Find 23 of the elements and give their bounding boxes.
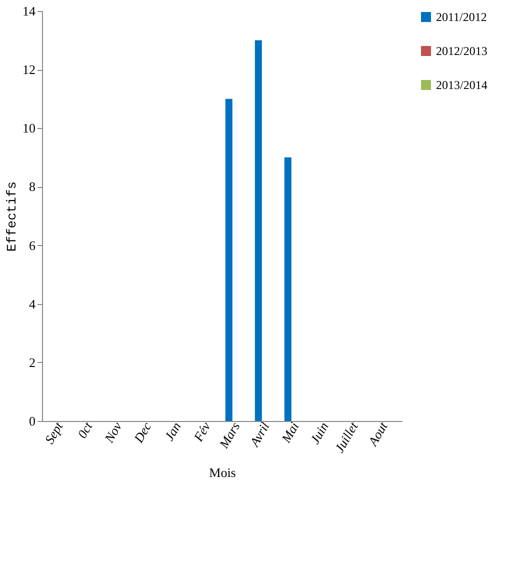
x-axis-title: Mois xyxy=(209,465,236,480)
y-tick-label: 0 xyxy=(29,414,36,428)
y-tick-label: 12 xyxy=(22,62,36,78)
x-tick-label: Mai xyxy=(278,419,302,446)
legend-label: 2013/2014 xyxy=(436,78,488,92)
legend-label: 2011/2012 xyxy=(436,10,487,24)
x-tick-label: 0ct xyxy=(74,419,96,441)
legend-label: 2012/2013 xyxy=(436,44,488,58)
x-tick-label: Dec xyxy=(130,419,154,446)
bar xyxy=(225,98,232,421)
y-tick-label: 6 xyxy=(29,238,36,253)
x-tick-label: Juin xyxy=(307,420,332,446)
x-tick-label: Fév xyxy=(190,419,214,445)
y-tick-label: 2 xyxy=(29,354,36,370)
y-tick-label: 4 xyxy=(29,296,36,312)
y-axis-title: Effectifs xyxy=(4,181,20,252)
y-tick-label: 14 xyxy=(22,4,36,18)
bar xyxy=(254,40,262,421)
y-tick-label: 8 xyxy=(29,179,36,194)
x-tick-label: Nov xyxy=(100,419,125,446)
y-tick-label: 10 xyxy=(22,120,36,136)
x-tick-label: Jan xyxy=(161,420,184,444)
bar xyxy=(284,157,292,421)
